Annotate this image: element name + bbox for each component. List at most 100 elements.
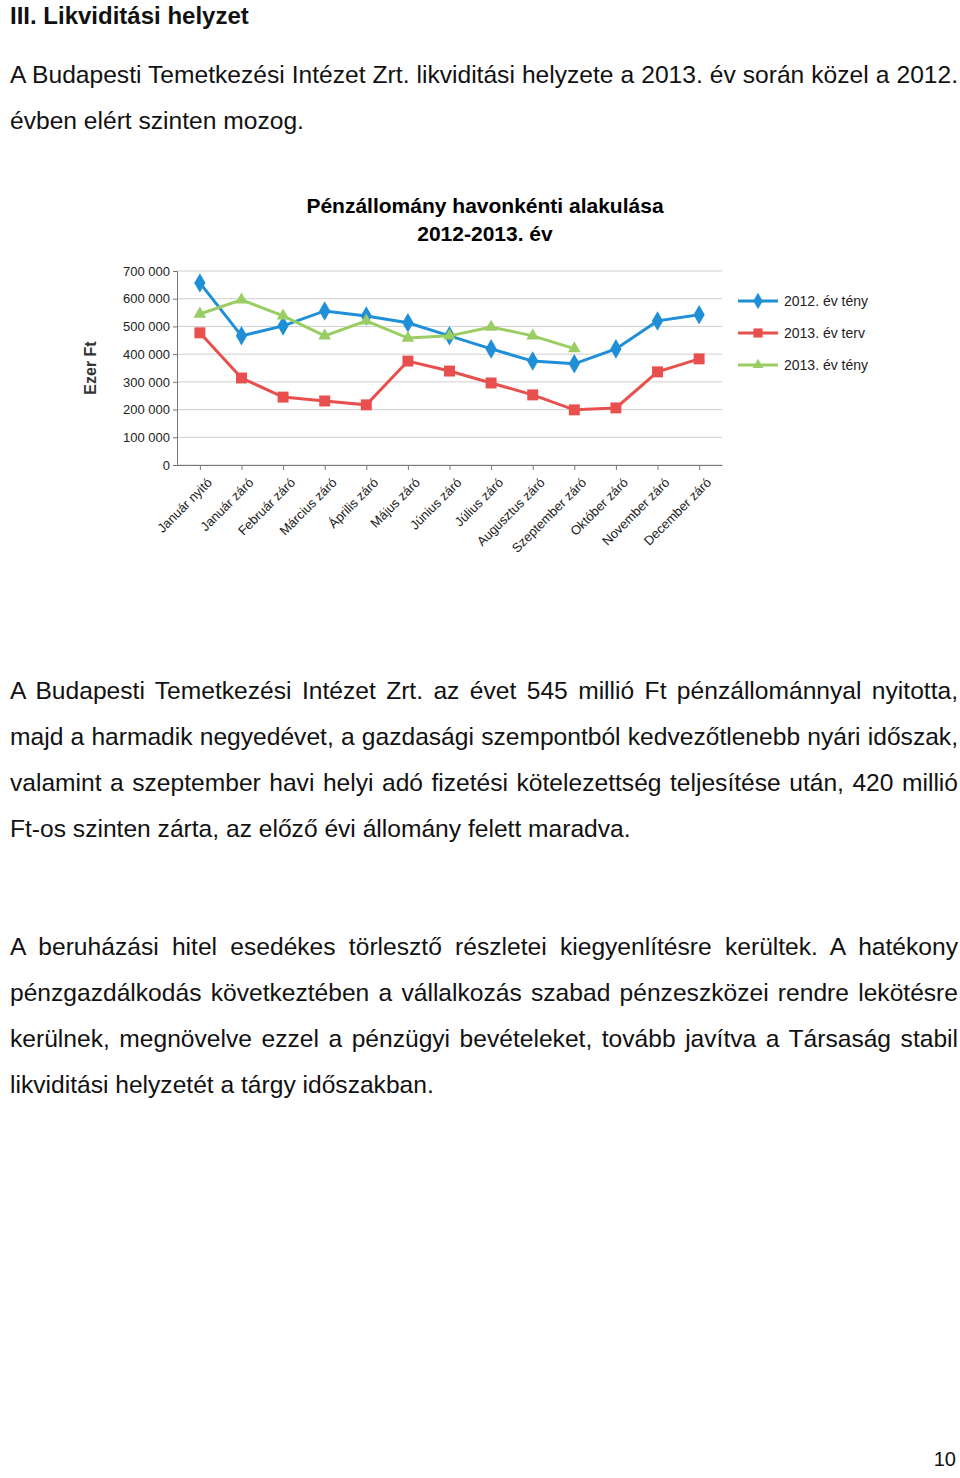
grid-line bbox=[177, 437, 722, 438]
grid-line bbox=[177, 298, 722, 299]
tick-label: December záró bbox=[641, 475, 714, 548]
tick-label: Március záró bbox=[276, 475, 339, 538]
marker bbox=[694, 353, 705, 364]
marker bbox=[527, 351, 538, 371]
marker bbox=[236, 326, 247, 346]
y-axis: 0 100 000 200 000 300 000 400 000 500 000 600 … bbox=[123, 264, 178, 473]
tick: 400 000 bbox=[123, 347, 177, 362]
marker bbox=[277, 309, 290, 320]
tick: 500 000 bbox=[123, 319, 177, 334]
tick-mark bbox=[408, 465, 409, 470]
plot-area bbox=[194, 273, 705, 415]
tick-mark bbox=[450, 465, 451, 470]
marker bbox=[444, 326, 455, 346]
marker bbox=[443, 329, 456, 340]
marker bbox=[610, 339, 621, 359]
tick-mark bbox=[173, 382, 177, 383]
paragraph: A Budapesti Temetkezési Intézet Zrt. az … bbox=[10, 668, 958, 852]
tick-mark bbox=[173, 437, 177, 438]
marker bbox=[485, 320, 498, 331]
grid-line bbox=[177, 354, 722, 355]
legend: 2012. év tény2013. év terv2013. év tény bbox=[738, 293, 868, 373]
chart-title: Pénzállomány havonkénti alakulása bbox=[306, 194, 663, 217]
marker bbox=[402, 331, 415, 342]
tick-label: 200 000 bbox=[123, 402, 170, 417]
tick-mark bbox=[241, 465, 242, 470]
marker bbox=[568, 341, 581, 352]
tick-mark bbox=[173, 410, 177, 411]
marker bbox=[235, 292, 248, 303]
tick-mark bbox=[283, 465, 284, 470]
tick: 600 000 bbox=[123, 291, 177, 306]
tick: 100 000 bbox=[123, 430, 177, 445]
tick-mark bbox=[173, 326, 177, 327]
tick-mark bbox=[491, 465, 492, 470]
tick-label: 0 bbox=[163, 458, 170, 473]
tick: 700 000 bbox=[123, 264, 177, 279]
tick-mark bbox=[200, 465, 201, 470]
grid-line bbox=[177, 381, 722, 382]
tick-mark bbox=[173, 299, 177, 300]
marker bbox=[319, 396, 330, 407]
marker bbox=[360, 314, 373, 325]
tick-label: 600 000 bbox=[123, 291, 170, 306]
tick-mark bbox=[574, 465, 575, 470]
tick-mark bbox=[173, 354, 177, 355]
marker bbox=[402, 313, 413, 333]
marker bbox=[486, 377, 497, 388]
tick-mark bbox=[658, 465, 659, 470]
tick-label: 100 000 bbox=[123, 430, 170, 445]
marker bbox=[194, 307, 207, 318]
marker bbox=[527, 389, 538, 400]
chart: Pénzállomány havonkénti alakulása 2012-20… bbox=[0, 185, 960, 615]
tick: Szeptember záró bbox=[509, 465, 590, 556]
grid-line bbox=[177, 409, 722, 410]
marker bbox=[444, 366, 455, 377]
page-number: 10 bbox=[934, 1448, 956, 1471]
marker bbox=[652, 366, 663, 377]
paragraph: A beruházási hitel esedékes törlesztő ré… bbox=[10, 924, 958, 1108]
legend-marker bbox=[753, 293, 762, 309]
marker bbox=[318, 329, 331, 340]
marker bbox=[194, 273, 205, 293]
grid bbox=[177, 271, 722, 465]
marker bbox=[526, 329, 539, 340]
marker bbox=[693, 305, 704, 325]
tick: 200 000 bbox=[123, 402, 177, 417]
chart-subtitle: 2012-2013. év bbox=[417, 222, 553, 245]
intro-paragraph: A Budapesti Temetkezési Intézet Zrt. lik… bbox=[10, 52, 958, 144]
series-line bbox=[200, 300, 574, 349]
marker bbox=[569, 354, 580, 374]
tick-mark bbox=[366, 465, 367, 470]
tick: 300 000 bbox=[123, 375, 177, 390]
tick-mark bbox=[616, 465, 617, 470]
grid-line bbox=[177, 271, 722, 272]
tick: December záró bbox=[641, 465, 714, 548]
heading: III. Likviditási helyzet bbox=[10, 2, 249, 30]
legend-label: 2013. év terv bbox=[784, 325, 865, 341]
legend-label: 2013. év tény bbox=[784, 357, 868, 373]
tick-mark bbox=[533, 465, 534, 470]
tick-mark bbox=[173, 465, 177, 466]
axis-title: Ezer Ft bbox=[82, 341, 99, 395]
marker bbox=[652, 311, 663, 331]
tick-label: 700 000 bbox=[123, 264, 170, 279]
axis-line bbox=[173, 272, 178, 466]
tick-label: 500 000 bbox=[123, 319, 170, 334]
marker bbox=[236, 373, 247, 384]
marker bbox=[194, 327, 205, 338]
marker bbox=[610, 402, 621, 413]
tick-mark bbox=[325, 465, 326, 470]
marker bbox=[485, 339, 496, 359]
tick-label: Szeptember záró bbox=[509, 475, 590, 556]
marker bbox=[361, 306, 372, 326]
marker bbox=[402, 356, 413, 367]
marker bbox=[569, 404, 580, 415]
tick-label: 400 000 bbox=[123, 347, 170, 362]
tick-label: 300 000 bbox=[123, 375, 170, 390]
legend-marker bbox=[753, 359, 764, 368]
series-line bbox=[200, 283, 699, 364]
marker bbox=[361, 399, 372, 410]
legend-marker bbox=[753, 328, 762, 337]
marker bbox=[319, 301, 330, 321]
